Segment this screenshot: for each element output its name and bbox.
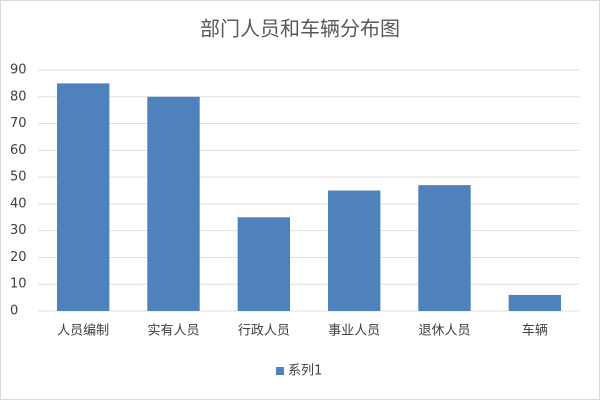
x-tick-label: 行政人员 [238,324,290,339]
x-tick-label: 退休人员 [418,324,470,339]
bar [508,294,562,311]
y-tick-label: 80 [10,89,27,104]
chart-title: 部门人员和车辆分布图 [200,17,400,41]
y-tick-label: 30 [10,223,27,238]
y-tick-label: 60 [10,143,27,158]
x-tick-label: 人员编制 [57,324,109,339]
bar [327,190,381,311]
y-tick-label: 10 [10,277,27,292]
x-tick-label: 车辆 [522,323,548,339]
bar [56,83,110,311]
y-tick-label: 40 [10,196,27,211]
x-tick-label: 实有人员 [147,324,199,339]
legend-swatch [276,367,284,375]
bar [418,185,471,311]
y-tick-label: 90 [10,63,27,78]
y-tick-label: 0 [10,304,18,319]
x-tick-label: 事业人员 [328,324,380,339]
y-tick-label: 70 [10,116,27,131]
legend-label: 系列1 [288,364,322,379]
bar [237,217,291,311]
bar [147,96,200,312]
y-tick-label: 20 [10,250,27,265]
y-tick-label: 50 [10,170,27,185]
